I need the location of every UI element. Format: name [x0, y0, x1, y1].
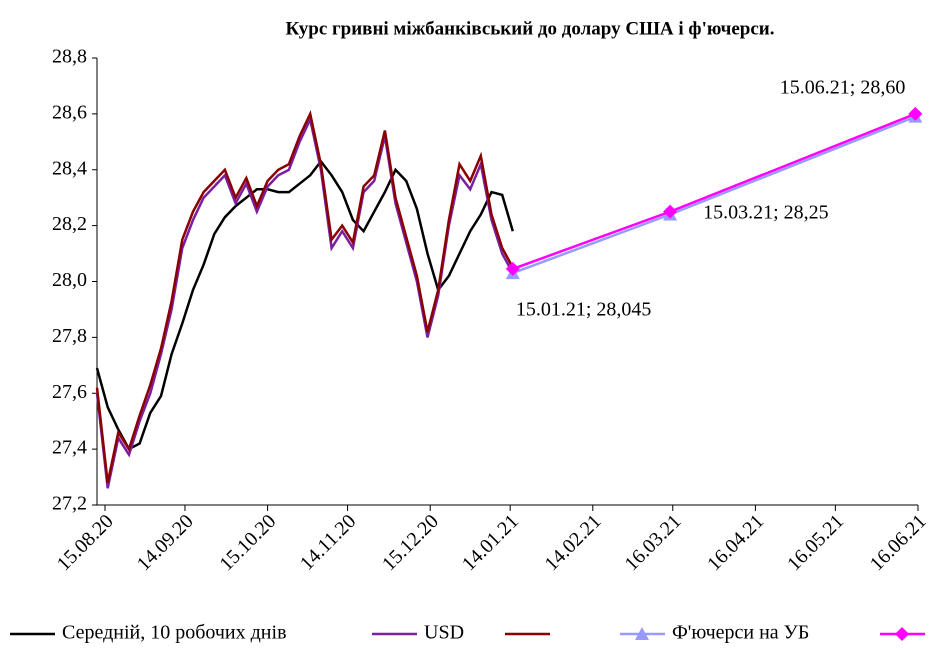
series-line — [95, 115, 514, 489]
legend-label: Ф'ючерси на УБ — [672, 622, 809, 644]
y-tick-label: 27,8 — [52, 325, 87, 347]
y-tick-label: 27,6 — [52, 381, 87, 403]
x-tick-label: 15.12.20 — [378, 510, 443, 575]
data-label: 15.03.21; 28,25 — [703, 201, 829, 223]
y-tick-label: 28,8 — [52, 46, 87, 68]
x-tick-label: 16.03.21 — [620, 510, 685, 575]
x-tick-label: 16.05.21 — [783, 510, 848, 575]
marker — [908, 106, 923, 121]
y-tick-label: 27,2 — [52, 493, 87, 515]
chart-title: Курс гривні міжбанківський до долару США… — [285, 18, 774, 39]
legend-label: Середній, 10 робочих днів — [62, 622, 287, 644]
data-label: 15.06.21; 28,60 — [780, 76, 906, 98]
series-line — [95, 159, 514, 451]
y-tick-label: 28,0 — [52, 269, 87, 291]
x-tick-label: 15.10.20 — [215, 510, 280, 575]
x-tick-label: 14.09.20 — [133, 510, 198, 575]
marker — [895, 627, 909, 641]
data-label: 15.01.21; 28,045 — [516, 299, 652, 321]
x-tick-label: 16.04.21 — [703, 510, 768, 575]
legend-label: USD — [424, 622, 464, 644]
y-tick-label: 28,2 — [52, 213, 87, 235]
x-tick-label: 14.01.21 — [458, 510, 523, 575]
marker — [505, 261, 520, 276]
y-tick-label: 28,6 — [52, 101, 87, 123]
marker — [635, 627, 649, 640]
x-tick-label: 15.08.20 — [53, 510, 118, 575]
x-tick-label: 14.11.20 — [296, 510, 361, 575]
marker — [663, 204, 678, 219]
x-tick-label: 14.02.21 — [541, 510, 606, 575]
series-line — [512, 112, 916, 271]
series-line — [95, 110, 514, 483]
y-tick-label: 27,4 — [52, 437, 87, 459]
x-tick-label: 16.06.21 — [866, 510, 931, 575]
y-tick-label: 28,4 — [52, 157, 87, 179]
